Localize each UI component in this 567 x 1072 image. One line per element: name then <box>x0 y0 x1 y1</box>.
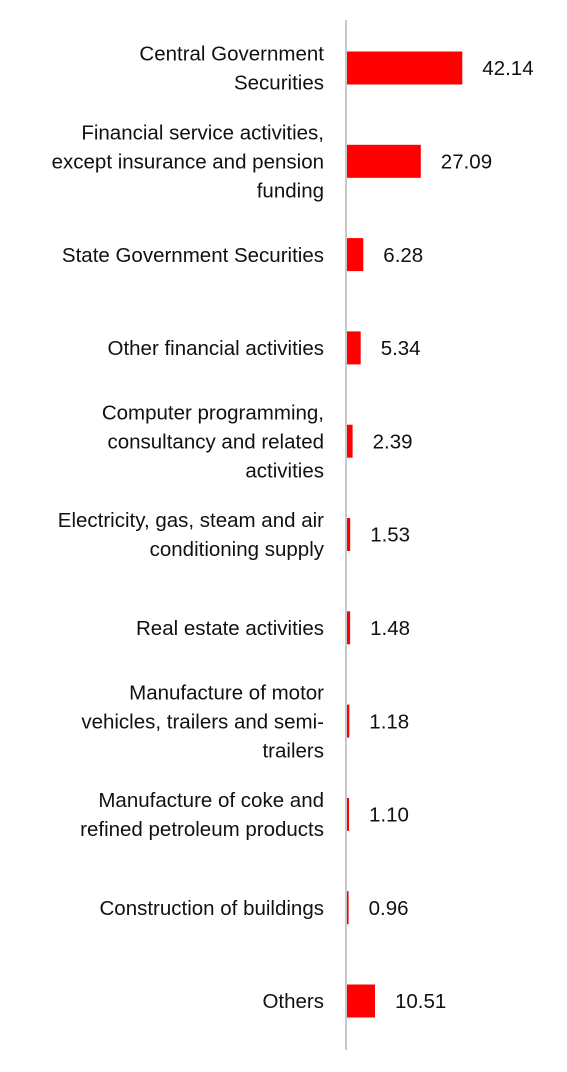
value-label: 42.14 <box>482 57 533 80</box>
bar <box>346 238 364 272</box>
category-label-line: Real estate activities <box>136 617 324 640</box>
category-label-line: Financial service activities, <box>81 122 324 145</box>
bar <box>346 704 350 738</box>
bars <box>346 51 463 1018</box>
category-label: Central Government Securities <box>139 43 324 95</box>
category-label-line: vehicles, trailers and semi- <box>81 710 324 733</box>
category-label: Real estate activities <box>136 617 324 640</box>
category-label-line: Computer programming, <box>102 401 324 424</box>
bar <box>346 424 353 458</box>
category-label-line: Electricity, gas, steam and air <box>58 509 324 532</box>
category-label-line: trailers <box>262 739 324 762</box>
bar <box>346 984 375 1018</box>
category-label-line: funding <box>257 180 324 203</box>
category-label-line: Securities <box>234 72 324 95</box>
category-label-line: Manufacture of coke and <box>98 789 324 812</box>
bar <box>346 144 421 178</box>
category-label-line: Construction of buildings <box>100 897 325 920</box>
value-label: 10.51 <box>395 990 446 1013</box>
category-label: Financial service activities, except insu… <box>52 122 324 203</box>
value-labels: 42.14 27.09 6.28 5.34 2.39 1.53 1.48 1.18 1.10 0.… <box>369 57 534 1013</box>
value-label: 0.96 <box>369 897 409 920</box>
bar <box>346 891 349 925</box>
category-label-line: except insurance and pension <box>52 151 324 174</box>
category-label: Construction of buildings <box>100 897 325 920</box>
value-label: 5.34 <box>381 337 421 360</box>
category-label-line: consultancy and related <box>107 430 324 453</box>
category-label-line: State Government Securities <box>62 244 324 267</box>
bar <box>346 51 463 85</box>
bar <box>346 611 351 645</box>
category-labels: Central Government Securities Financial se… <box>52 43 325 1014</box>
category-label-line: refined petroleum products <box>80 818 324 841</box>
value-label: 1.10 <box>369 804 409 827</box>
category-label-line: Central Government <box>139 43 324 66</box>
category-label: Others <box>262 990 324 1013</box>
category-label: Electricity, gas, steam and air condition… <box>58 509 325 561</box>
value-label: 1.48 <box>370 617 410 640</box>
category-label: Manufacture of motor vehicles, trailers a… <box>81 681 324 762</box>
value-label: 2.39 <box>373 430 413 453</box>
category-label-line: Other financial activities <box>108 337 324 360</box>
value-label: 1.18 <box>369 710 409 733</box>
value-label: 6.28 <box>383 244 423 267</box>
category-label: State Government Securities <box>62 244 324 267</box>
category-label: Manufacture of coke and refined petroleum… <box>80 789 324 841</box>
category-label: Other financial activities <box>108 337 324 360</box>
category-label-line: Manufacture of motor <box>129 681 324 704</box>
bar <box>346 518 351 551</box>
bar <box>346 331 361 365</box>
category-label-line: Others <box>262 990 324 1013</box>
value-label: 1.53 <box>370 524 410 547</box>
value-label: 27.09 <box>441 151 492 174</box>
category-label-line: conditioning supply <box>150 538 325 561</box>
bar <box>346 797 349 831</box>
category-label-line: activities <box>245 459 324 482</box>
category-label: Computer programming, consultancy and rel… <box>102 401 324 482</box>
